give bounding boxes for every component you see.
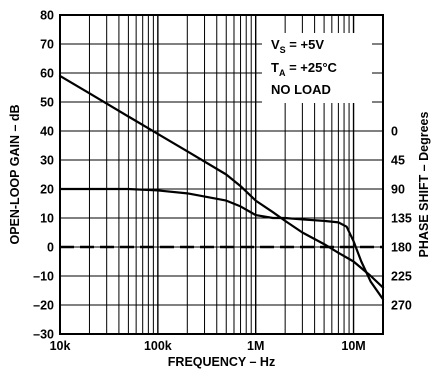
y-tick-label: –10 (33, 270, 54, 284)
series-line-2 (58, 187, 385, 301)
right-tick-label: 270 (391, 299, 412, 313)
x-tick-label: 100k (144, 339, 172, 353)
right-tick-label: 180 (391, 241, 412, 255)
x-axis-title: FREQUENCY – Hz (168, 355, 275, 369)
right-tick-label: 225 (391, 270, 412, 284)
annotation-background (262, 33, 372, 103)
right-tick-label: 45 (391, 154, 405, 168)
x-tick-label: 1M (247, 339, 264, 353)
x-tick-label: 10M (341, 339, 365, 353)
y-tick-label: 40 (40, 125, 54, 139)
y-tick-label: 60 (40, 67, 54, 81)
y-tick-label: 70 (40, 38, 54, 52)
y-tick-label: 50 (40, 96, 54, 110)
y-tick-label: –30 (33, 328, 54, 342)
x-tick-label: 10k (50, 339, 71, 353)
y-tick-label: 20 (40, 183, 54, 197)
y-tick-label: 30 (40, 154, 54, 168)
right-tick-label: 90 (391, 183, 405, 197)
annotation-no-load: NO LOAD (271, 82, 331, 97)
y-tick-label: 0 (47, 241, 54, 255)
y-tick-label: 80 (40, 9, 54, 23)
annotation-vs: VS = +5V (271, 37, 324, 55)
y-axis-title-left: OPEN-LOOP GAIN – dB (8, 104, 22, 244)
plot-frame (59, 14, 384, 335)
right-tick-label: 0 (391, 125, 398, 139)
y-tick-label: –20 (33, 299, 54, 313)
y-axis-title-right: PHASE SHIFT – Degrees (417, 112, 431, 258)
series-line-1 (58, 74, 385, 289)
right-tick-label: 135 (391, 212, 412, 226)
y-tick-label: 10 (40, 212, 54, 226)
annotation-ta: TA = +25°C (271, 60, 338, 78)
